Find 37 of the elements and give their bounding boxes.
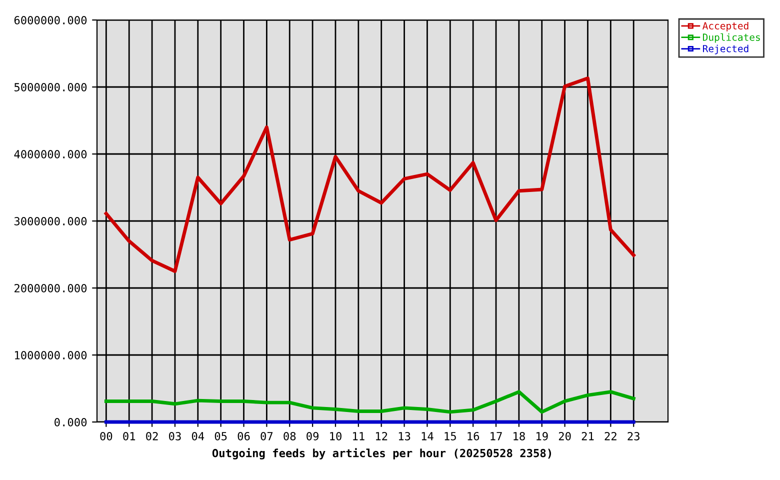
x-tick-label: 02 <box>146 432 158 440</box>
x-tick-label: 00 <box>100 432 112 440</box>
x-tick-label: 22 <box>604 432 616 440</box>
x-tick-label: 12 <box>376 432 388 440</box>
x-tick-label: 08 <box>284 432 296 440</box>
x-tick-label: 16 <box>468 432 480 440</box>
x-tick-label: 17 <box>490 432 502 440</box>
x-tick-label: 05 <box>214 432 227 440</box>
x-tick-label: 23 <box>628 432 640 440</box>
x-tick-label: 13 <box>398 432 410 440</box>
x-tick-label: 21 <box>582 432 594 440</box>
x-tick-label: 07 <box>260 432 273 440</box>
x-tick-label: 11 <box>353 432 364 440</box>
line-series <box>104 76 636 273</box>
x-tick-label: 10 <box>330 432 342 440</box>
x-tick-label: 03 <box>169 432 181 440</box>
x-tick-label: 18 <box>514 432 525 440</box>
y-tick-label: 1000000.000 <box>15 351 87 360</box>
x-axis-title: Outgoing feeds by articles per hour (20250528 2358) <box>212 448 552 460</box>
x-tick-label: 19 <box>536 432 548 440</box>
y-tick-label: 6000000.000 <box>14 16 87 24</box>
legend-label: Duplicates <box>702 33 760 43</box>
y-tick-label: 2000000.000 <box>14 284 87 292</box>
legend-label: Accepted <box>702 22 748 32</box>
x-tick-label: 20 <box>558 432 571 440</box>
line-series <box>104 390 636 414</box>
y-tick-label: 0.000 <box>54 418 87 426</box>
y-tick-label: 4000000.000 <box>14 150 87 158</box>
y-tick-label: 3000000.000 <box>14 217 87 226</box>
x-tick-label: 06 <box>238 432 250 440</box>
legend-label: Rejected <box>703 44 748 54</box>
x-tick-label: 04 <box>192 432 204 440</box>
x-tick-label: 15 <box>444 432 456 440</box>
x-tick-label: 14 <box>422 432 434 440</box>
x-tick-label: 09 <box>306 432 318 440</box>
y-tick-label: 5000000.000 <box>14 83 87 92</box>
x-tick-label: 01 <box>123 432 136 440</box>
